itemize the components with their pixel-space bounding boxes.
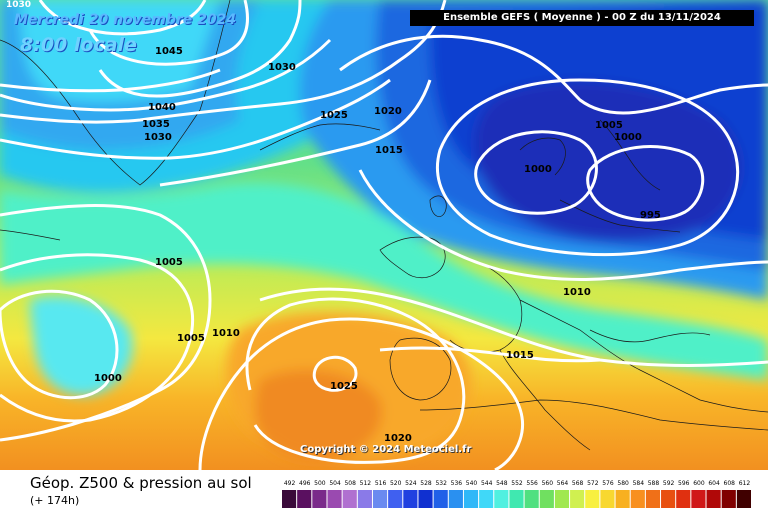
isobar-label: 1020 xyxy=(384,433,412,444)
scale-tick-label: 524 xyxy=(405,480,417,487)
isobar-labels: 1045 1030 1040 1035 1030 1025 1020 1015 … xyxy=(94,46,661,444)
scale-swatch xyxy=(297,490,312,508)
scale-tick-label: 600 xyxy=(693,480,705,487)
ensemble-banner: Ensemble GEFS ( Moyenne ) - 00 Z du 13/1… xyxy=(410,10,754,26)
isobar-label: 1020 xyxy=(374,106,402,117)
scale-tick-label: 508 xyxy=(344,480,356,487)
scale-swatch xyxy=(721,490,736,508)
scale-tick-label: 564 xyxy=(557,480,569,487)
scale-tick-label: 604 xyxy=(708,480,720,487)
scale-tick-label: 512 xyxy=(360,480,372,487)
scale-swatch xyxy=(479,490,494,508)
scale-tick-label: 612 xyxy=(739,480,751,487)
scale-swatch xyxy=(327,490,342,508)
scale-tick-label: 572 xyxy=(587,480,599,487)
isobar-label: 1030 xyxy=(268,62,296,73)
scale-swatch xyxy=(388,490,403,508)
isobar-label: 995 xyxy=(640,210,661,221)
scale-swatch xyxy=(706,490,721,508)
scale-swatch xyxy=(509,490,524,508)
isobar-label: 1005 xyxy=(177,333,205,344)
scale-tick-label: 608 xyxy=(724,480,736,487)
scale-swatch xyxy=(494,490,509,508)
isobars xyxy=(0,0,768,470)
copyright: Copyright © 2024 Meteociel.fr xyxy=(300,444,472,455)
scale-swatch xyxy=(600,490,615,508)
scale-tick-label: 584 xyxy=(633,480,645,487)
isobar-label: 1015 xyxy=(506,350,534,361)
isobar-label: 1030 xyxy=(144,132,172,143)
isobar-label: 1000 xyxy=(614,132,642,143)
scale-tick-label: 504 xyxy=(329,480,341,487)
isobar-label: 1010 xyxy=(563,287,591,298)
scale-swatch xyxy=(312,490,327,508)
forecast-date: Mercredi 20 novembre 2024 xyxy=(14,12,237,28)
scale-tick-label: 528 xyxy=(420,480,432,487)
scale-tick-label: 592 xyxy=(663,480,675,487)
scale-swatch xyxy=(676,490,691,508)
scale-tick-label: 576 xyxy=(602,480,614,487)
scale-swatch xyxy=(661,490,676,508)
scale-tick-label: 544 xyxy=(481,480,493,487)
scale-swatch xyxy=(630,490,645,508)
isobar-label: 1010 xyxy=(212,328,240,339)
isobar-label: 1025 xyxy=(330,381,358,392)
isobar-label: 1035 xyxy=(142,119,170,130)
scale-tick-label: 568 xyxy=(572,480,584,487)
scale-tick-label: 496 xyxy=(299,480,311,487)
scale-tick-label: 588 xyxy=(648,480,660,487)
scale-swatch xyxy=(524,490,539,508)
scale-swatch xyxy=(418,490,433,508)
scale-swatch xyxy=(372,490,388,508)
isobar-label: 1040 xyxy=(148,102,176,113)
scale-swatch xyxy=(554,490,570,508)
scale-swatch xyxy=(448,490,463,508)
coastlines xyxy=(0,0,768,451)
isobar-label: 1015 xyxy=(375,145,403,156)
scale-tick-label: 552 xyxy=(511,480,523,487)
scale-tick-label: 520 xyxy=(390,480,402,487)
scale-swatch xyxy=(570,490,585,508)
forecast-time: 8:00 locale xyxy=(20,34,137,56)
scale-swatch xyxy=(403,490,418,508)
scale-swatch xyxy=(691,490,706,508)
isobar-label: 1000 xyxy=(94,373,122,384)
scale-tick-label: 556 xyxy=(526,480,538,487)
isobar-label: 1045 xyxy=(155,46,183,57)
scale-tick-label: 596 xyxy=(678,480,690,487)
scale-tick-label: 560 xyxy=(542,480,554,487)
scale-tick-label: 548 xyxy=(496,480,508,487)
scale-swatch xyxy=(357,490,372,508)
scale-tick-label: 536 xyxy=(451,480,463,487)
scale-swatch xyxy=(282,490,297,508)
scale-swatch xyxy=(463,490,479,508)
scale-swatch xyxy=(539,490,554,508)
scale-swatch xyxy=(645,490,661,508)
pressure-map: 1045 1030 1040 1035 1030 1025 1020 1015 … xyxy=(0,0,768,470)
scale-swatch xyxy=(736,490,751,508)
isobar-label: 1005 xyxy=(595,120,623,131)
isobar-label: 1000 xyxy=(524,164,552,175)
scale-swatch xyxy=(585,490,600,508)
scale-tick-label: 492 xyxy=(284,480,296,487)
chart-subtitle: (+ 174h) xyxy=(30,494,80,507)
scale-tick-label: 532 xyxy=(435,480,447,487)
isobar-label: 1005 xyxy=(155,257,183,268)
scale-tick-label: 540 xyxy=(466,480,478,487)
color-scale: 492 496 500 504 508 512 516 520 524 528 532 536 540 5… xyxy=(282,480,751,508)
isobar-label: 1025 xyxy=(320,110,348,121)
scale-tick-label: 580 xyxy=(617,480,629,487)
scale-swatch xyxy=(433,490,448,508)
scale-tick-label: 516 xyxy=(375,480,387,487)
scale-swatch xyxy=(342,490,357,508)
legend-footer: Géop. Z500 & pression au sol (+ 174h) 49… xyxy=(0,470,768,512)
chart-title: Géop. Z500 & pression au sol xyxy=(30,474,252,492)
corner-label: 1030 xyxy=(6,0,32,10)
scale-tick-label: 500 xyxy=(314,480,326,487)
scale-swatch xyxy=(615,490,630,508)
